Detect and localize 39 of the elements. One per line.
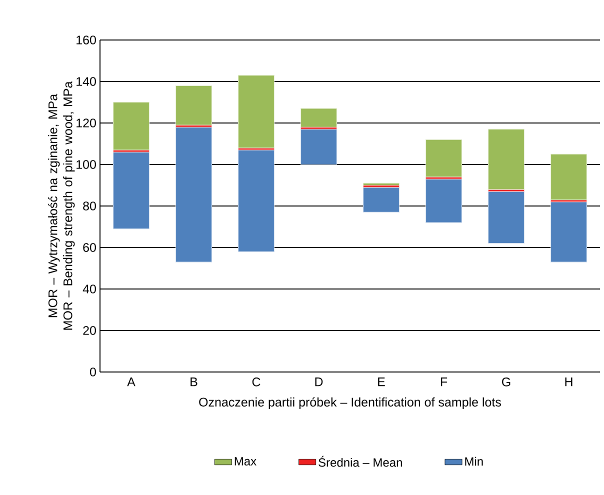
y-tick-label: 60 [83, 243, 96, 252]
bar [425, 178, 462, 223]
bar [300, 108, 338, 128]
y-tick-label: 0 [90, 368, 96, 376]
x-axis-title: Oznaczenie partii próbek – Identification of sample lots [199, 397, 501, 410]
y-tick-label: 40 [82, 284, 96, 294]
bar [425, 139, 462, 178]
x-tick-label: G [502, 378, 510, 386]
y-tick-label: 140 [76, 77, 96, 86]
bar [488, 191, 525, 244]
bar [488, 128, 525, 190]
bar [112, 152, 150, 230]
x-tick-label: H [565, 378, 572, 386]
bar [550, 202, 588, 262]
legend-label: Min [465, 456, 483, 466]
bar [362, 187, 400, 213]
x-tick-label: B [190, 378, 198, 386]
y-tick-label: 80 [83, 202, 96, 210]
bar [488, 189, 525, 192]
bar [238, 150, 275, 252]
bar [175, 85, 212, 126]
bar [112, 102, 150, 150]
legend-label: Średnia – Mean [318, 456, 402, 467]
bar [238, 74, 275, 148]
x-tick-label: D [315, 378, 323, 386]
x-tick-label: F [440, 378, 448, 386]
legend-label: Max [234, 457, 256, 466]
bar [175, 126, 212, 262]
y-tick-label: 160 [76, 36, 96, 44]
x-tick-label: A [127, 378, 136, 386]
bar [238, 148, 275, 150]
x-tick-label: C [252, 378, 260, 386]
y-tick-label: 100 [76, 160, 96, 169]
x-tick-label: E [378, 378, 385, 386]
bar [300, 128, 338, 165]
y-axis-title: MOR – Wytrzymałość na zginanie, MPa MOR – Bending strength of pine wood, MPa [48, 81, 75, 330]
bar [550, 154, 588, 200]
y-tick-label: 20 [83, 326, 96, 335]
y-tick-label: 120 [76, 118, 96, 128]
